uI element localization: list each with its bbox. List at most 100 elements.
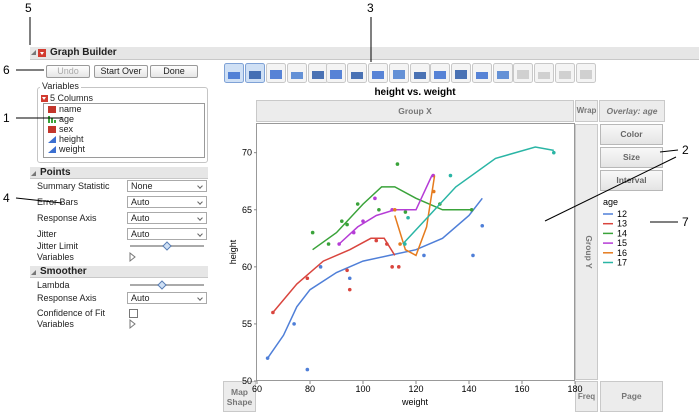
undo-button[interactable]: Undo [46,65,90,78]
group-y-zone[interactable] [575,124,598,380]
point [355,202,360,206]
group-x-zone[interactable]: Group X [256,100,574,122]
column-item[interactable]: height [59,134,84,144]
smoother-line [272,237,396,313]
overlay-zone[interactable]: Overlay: age [599,100,665,122]
point [271,310,275,315]
dropdown[interactable]: None [127,180,207,192]
legend-label: 12 [617,209,627,219]
menu-arrow [40,52,44,55]
plot-frame [256,123,575,381]
x-tick-label: 180 [567,384,582,394]
page-zone[interactable]: Page [600,381,663,412]
option-label: Confidence of Fit [37,308,106,318]
plot: 60 80 100 120 140 160 180 50 55 60 65 70 12131415161… [242,146,627,394]
dropdown[interactable]: Auto [127,212,207,224]
column-list [43,103,205,158]
ordinal-icon [48,116,50,123]
button-glyph [476,72,488,79]
point [305,276,310,281]
nominal-icon [48,126,56,133]
points-header[interactable]: Points [30,167,208,179]
point [345,222,349,227]
chart-title: height vs. weight [374,87,456,98]
x-tick-label: 60 [252,384,262,394]
callout-label: 6 [3,63,10,77]
column-icons [48,106,56,153]
interval-zone[interactable]: Interval [600,170,663,191]
y-tick-label: 70 [242,148,252,158]
column-item[interactable]: name [59,104,82,114]
callout-label: 5 [25,1,32,15]
callout-label: 7 [682,215,689,229]
section-title: Smoother [40,266,87,277]
callout-label: 2 [682,143,689,157]
button-glyph [351,72,363,79]
wrap-zone[interactable]: Wrap [575,100,598,122]
smoother-header[interactable]: Smoother [30,266,208,278]
point [471,253,475,258]
callout-line [15,197,63,204]
point [265,356,270,360]
ordinal-icon [51,118,53,123]
point [345,268,349,273]
point [395,162,400,166]
map-shape-zone[interactable]: Map Shape [223,381,256,412]
expand-icon[interactable] [129,251,136,263]
start-over-button[interactable]: Start Over [94,65,148,78]
column-item[interactable]: age [59,114,75,124]
point [396,265,401,269]
x-tick-label: 100 [355,384,370,394]
point [552,150,556,155]
y-tick-label: 50 [242,376,252,386]
size-zone[interactable]: Size [600,147,663,168]
point [480,223,485,228]
collapse-icon[interactable] [31,50,36,55]
column-item[interactable]: weight [59,144,86,154]
y-tick-label: 60 [242,262,252,272]
smoother-line [402,146,554,245]
point [469,207,474,212]
legend-label: 16 [617,248,627,258]
x-tick-label: 160 [514,384,529,394]
button-glyph [414,72,426,79]
column-items: name age sex height weight [59,104,85,154]
point [373,196,377,201]
freq-zone[interactable]: Freq [575,381,598,412]
point [318,265,323,269]
slider-thumb[interactable] [162,241,172,251]
button-glyph [538,72,550,79]
color-zone[interactable]: Color [600,124,663,145]
y-tick-label: 55 [242,319,252,329]
expand-icon[interactable] [129,318,136,330]
column-item[interactable]: sex [59,124,74,134]
button-glyph [517,70,529,79]
dropdown[interactable]: Auto [127,228,207,240]
option-label: Variables [37,252,74,262]
continuous-icon [48,136,56,143]
dropdown[interactable]: Auto [127,196,207,208]
x-tick-label: 120 [408,384,423,394]
checkbox[interactable] [129,309,138,318]
point [326,242,331,246]
point [385,242,389,246]
point [448,173,453,178]
dropdown[interactable]: Auto [127,292,207,304]
y-axis-title: height [228,239,238,264]
point [403,242,407,246]
point [305,367,310,372]
smoother-line [266,197,483,359]
point [406,215,410,220]
collapse-icon[interactable] [31,171,36,176]
slider-thumb[interactable] [157,280,167,290]
done-button[interactable]: Done [150,65,198,78]
nominal-icon [48,106,56,113]
button-glyph [291,72,303,79]
column-count[interactable]: 5 Columns [50,93,94,103]
collapse-icon[interactable] [31,270,36,275]
smoother-line [312,186,472,251]
smoother-line [394,175,436,257]
x-tick-label: 80 [305,384,315,394]
